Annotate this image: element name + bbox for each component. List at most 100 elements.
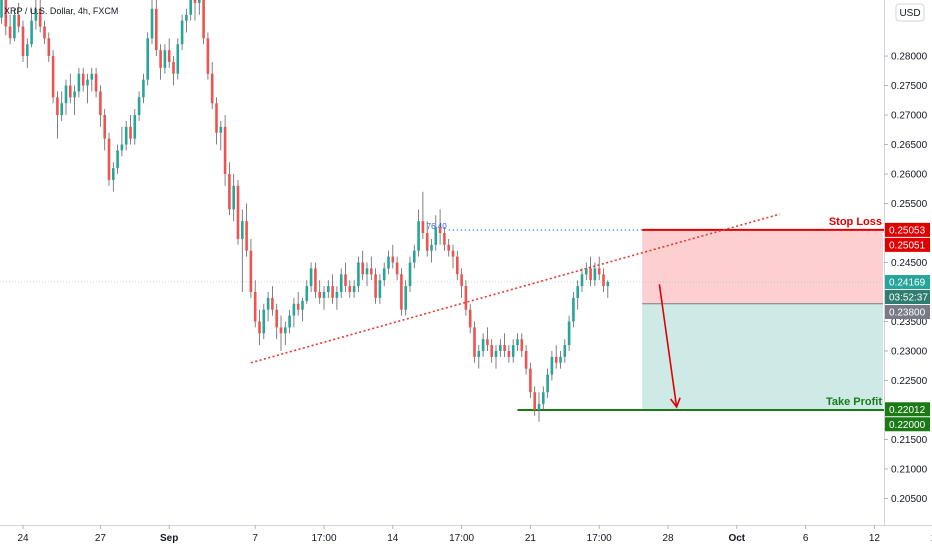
- down-arrow-icon[interactable]: [658, 284, 678, 408]
- candle: [13, 8, 16, 42]
- candle-body: [550, 356, 554, 375]
- x-tick-label: 17:00: [311, 533, 336, 544]
- candle-body: [447, 244, 450, 251]
- candle-body: [374, 274, 377, 298]
- candle: [155, 0, 158, 57]
- candle: [494, 345, 498, 369]
- candle-body: [318, 291, 321, 298]
- candle-body: [305, 286, 309, 301]
- candle-body: [198, 0, 201, 3]
- candle-body: [430, 244, 433, 251]
- candle-body: [219, 126, 223, 133]
- candle: [434, 215, 438, 251]
- candle: [202, 0, 205, 45]
- candle: [51, 50, 55, 104]
- price-badge-label: 0.22000: [889, 420, 926, 431]
- candle: [438, 209, 442, 245]
- candle: [99, 85, 102, 127]
- price-badge-bg: [885, 290, 930, 305]
- y-tick-label: 0.21500: [891, 435, 928, 446]
- candle: [176, 38, 180, 80]
- candle-body: [421, 221, 425, 234]
- candle: [77, 67, 81, 98]
- candle-body: [602, 274, 605, 287]
- candle: [228, 162, 231, 216]
- candle: [86, 73, 89, 104]
- candle: [404, 280, 407, 316]
- candle-body: [253, 291, 257, 322]
- candle: [400, 268, 403, 316]
- y-tick-label: 0.21000: [891, 464, 928, 475]
- candle-body: [456, 256, 459, 275]
- candle-body: [266, 297, 270, 310]
- candle: [370, 256, 373, 281]
- candle-body: [486, 339, 489, 346]
- candle: [395, 256, 399, 281]
- candle-body: [546, 374, 549, 393]
- candle: [576, 280, 579, 310]
- candle-body: [99, 91, 102, 116]
- candlestick-series: [0, 0, 610, 422]
- candle: [335, 286, 339, 310]
- x-tick-label: 24: [17, 533, 29, 544]
- candle-body: [572, 297, 575, 322]
- candle: [219, 120, 223, 151]
- candle: [103, 109, 106, 151]
- candle: [468, 303, 472, 334]
- candle-body: [585, 268, 588, 275]
- candle-body: [51, 56, 55, 98]
- candle: [408, 256, 412, 292]
- candle: [344, 262, 347, 292]
- candle: [210, 61, 214, 110]
- candle: [241, 209, 244, 292]
- candle: [4, 0, 8, 36]
- candle-body: [365, 268, 369, 275]
- reward-zone: [642, 303, 883, 410]
- candle-body: [339, 274, 343, 292]
- candle: [391, 244, 395, 269]
- candle-body: [223, 126, 227, 175]
- candle: [413, 244, 416, 269]
- y-tick-label: 0.26000: [891, 170, 928, 181]
- price-badge-label: 0.25051: [889, 240, 926, 251]
- candle: [554, 345, 558, 369]
- candle-body: [434, 227, 438, 245]
- candle-body: [60, 103, 63, 116]
- candle: [288, 309, 291, 334]
- candle: [21, 20, 25, 62]
- candle: [279, 315, 283, 351]
- candle-body: [0, 0, 3, 18]
- symbol-label: XRP / U.S. Dollar, 4h, FXCM: [4, 6, 118, 16]
- candle: [559, 350, 562, 369]
- candle-body: [17, 14, 20, 27]
- candle-body: [116, 150, 119, 169]
- candle-body: [193, 0, 197, 3]
- candle: [550, 350, 554, 381]
- candle-body: [185, 14, 188, 21]
- candle-body: [451, 250, 455, 257]
- candle-body: [292, 303, 296, 316]
- candle: [150, 0, 154, 45]
- candle: [38, 0, 42, 33]
- candle: [309, 262, 313, 292]
- candle: [253, 280, 257, 328]
- candle-body: [107, 138, 111, 180]
- candle-body: [537, 404, 541, 410]
- candle: [580, 268, 584, 292]
- currency-button[interactable]: USD: [895, 3, 925, 22]
- candle: [451, 244, 455, 269]
- x-tick-label: Sep: [160, 533, 178, 544]
- candle-body: [408, 262, 412, 287]
- price-badge-label: 0.25053: [889, 225, 926, 236]
- x-tick-label: 14: [387, 533, 399, 544]
- candle: [507, 345, 511, 363]
- take-profit-label: Take Profit: [826, 396, 882, 408]
- candle-body: [86, 79, 89, 86]
- drawing-tools: Stop Loss Take Profit: [250, 213, 882, 409]
- candle-body: [400, 274, 403, 310]
- candle-body: [279, 327, 283, 334]
- candle-body: [597, 268, 601, 275]
- trendline[interactable]: [250, 213, 781, 364]
- candle: [490, 339, 493, 363]
